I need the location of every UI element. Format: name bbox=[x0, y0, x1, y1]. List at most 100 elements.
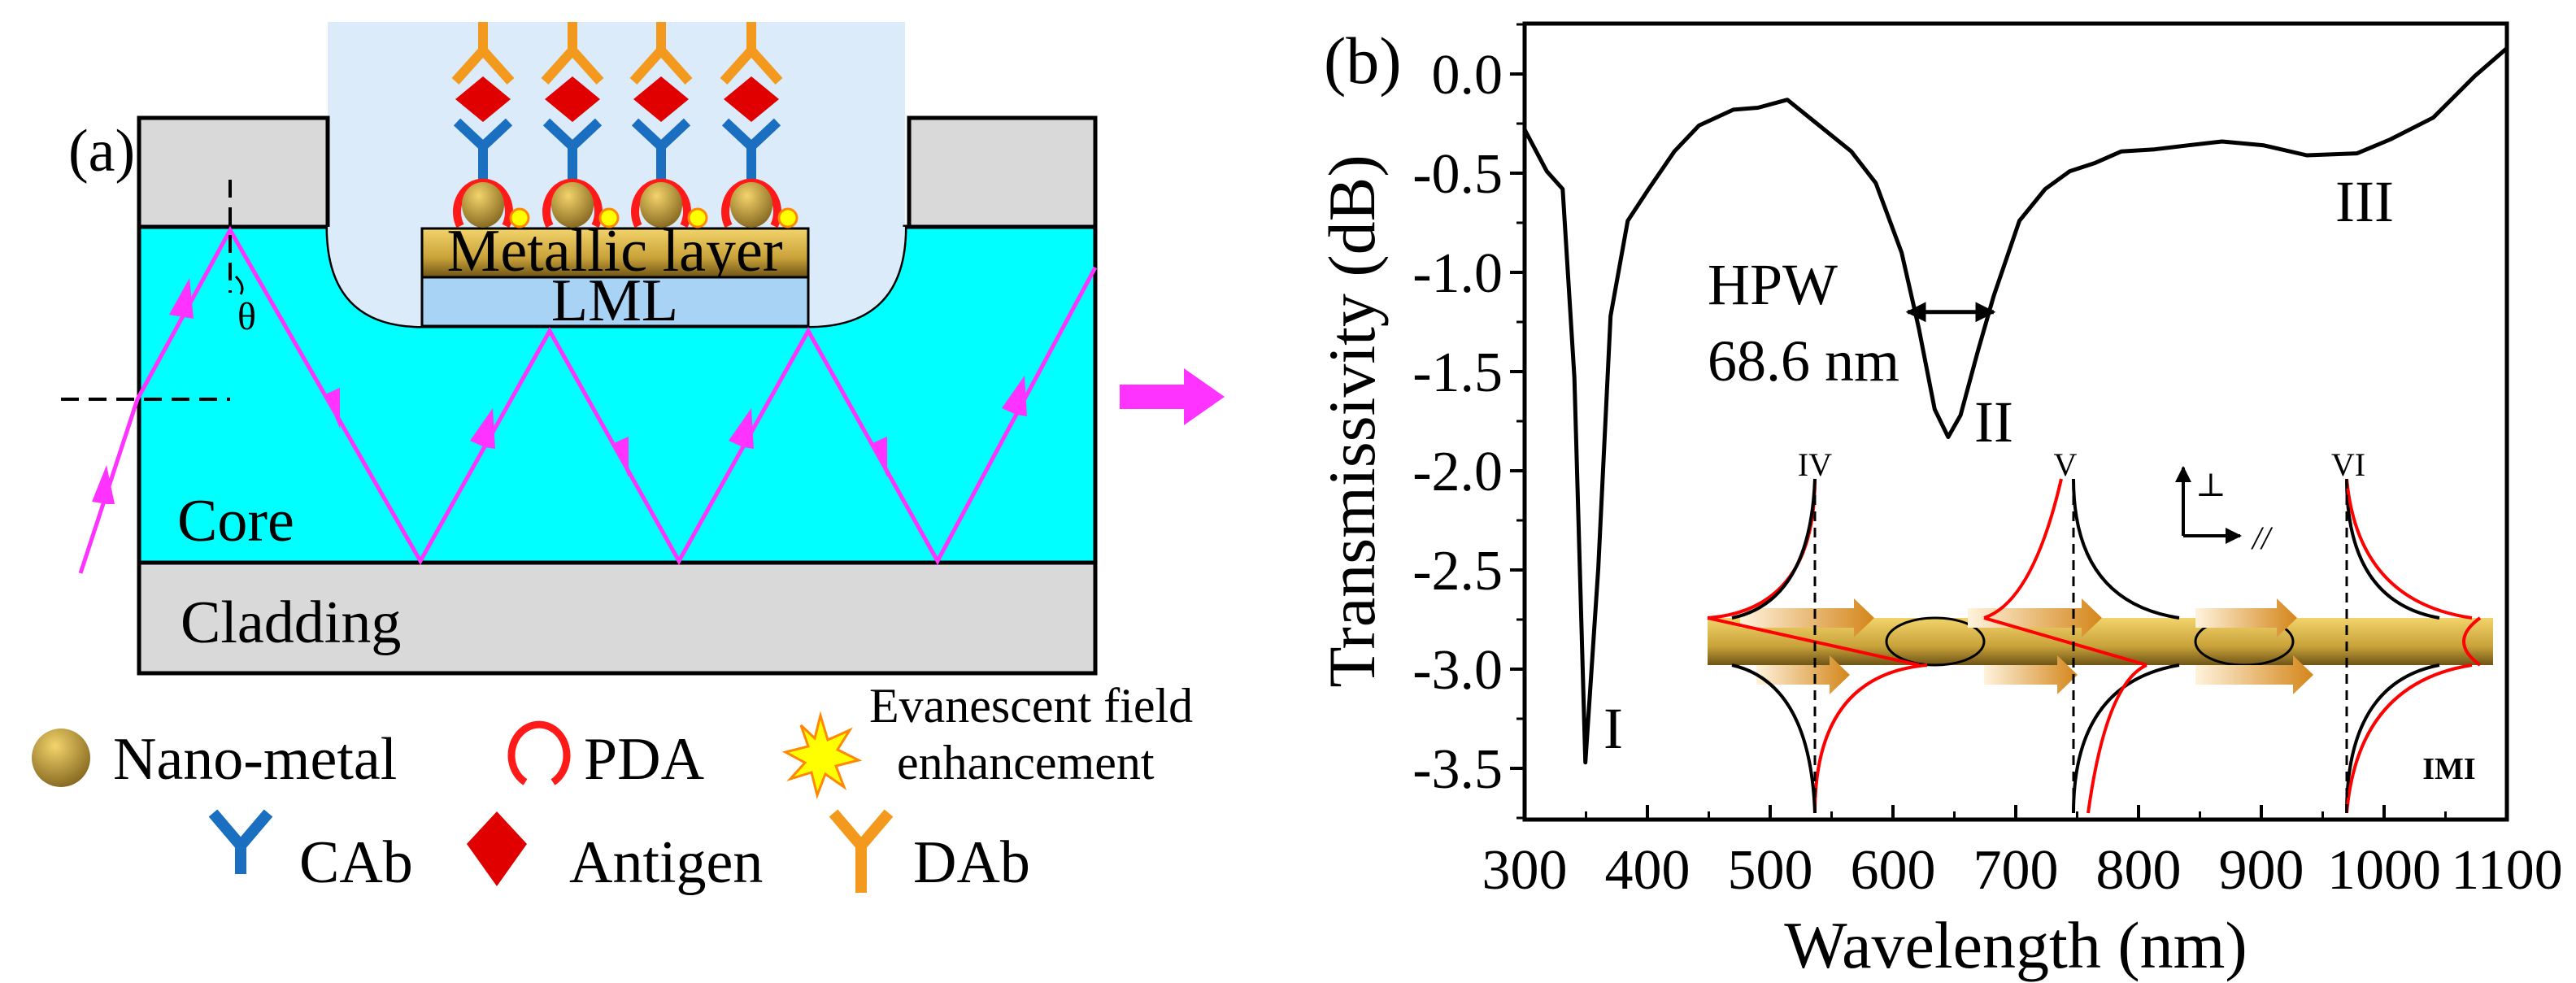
dab-icon bbox=[720, 22, 783, 85]
legend-evanescent-1: Evanescent field bbox=[869, 679, 1193, 733]
imi-inset: IV V VI ⊥ // IMI bbox=[1707, 446, 2493, 814]
arrow-head-icon bbox=[729, 408, 754, 449]
evanescent-star-icon bbox=[598, 207, 620, 228]
angle-arc bbox=[234, 275, 244, 295]
inset-perp-symbol: ⊥ bbox=[2195, 467, 2226, 503]
x-tick-label: 900 bbox=[2219, 839, 2304, 902]
dab-icon bbox=[451, 22, 515, 85]
y-tick-label: -0.5 bbox=[1412, 143, 1503, 206]
evanescent-star-icon bbox=[777, 207, 798, 228]
legend-nano-metal: Nano-metal bbox=[113, 726, 397, 793]
x-tick-label: 1000 bbox=[2327, 839, 2441, 902]
y-tick-label: -1.5 bbox=[1412, 341, 1503, 404]
pda-icon bbox=[507, 720, 571, 785]
cab-icon bbox=[208, 809, 273, 874]
peak-label-ii: II bbox=[1974, 389, 2013, 455]
y-axis-ticks: 0.0 -0.5 -1.0 -1.5 -2.0 -2.5 -3.0 -3.5 bbox=[1412, 23, 1525, 820]
light-ray-path bbox=[78, 225, 1098, 574]
hpw-label: HPW bbox=[1708, 252, 1838, 317]
y-tick-label: -1.0 bbox=[1412, 242, 1503, 305]
antigen-icon bbox=[724, 76, 779, 122]
upper-cladding-right bbox=[907, 115, 1098, 229]
legend: Nano-metal PDA Evanescent field enhancem… bbox=[32, 679, 1193, 896]
inset-node-lines bbox=[1813, 479, 2348, 813]
cladding-region bbox=[137, 560, 1098, 676]
cab-icon bbox=[631, 118, 691, 181]
x-axis-ticks: 300 400 500 600 700 800 900 1000 1100 bbox=[1482, 805, 2563, 902]
inset-label-vi: VI bbox=[2331, 446, 2365, 483]
x-tick-label: 800 bbox=[2096, 839, 2182, 902]
cab-icon bbox=[453, 118, 513, 181]
y-axis-label: Transmissivity (dB) bbox=[1315, 154, 1389, 687]
inset-label-iv: IV bbox=[1798, 446, 1832, 483]
cab-icon bbox=[542, 118, 603, 181]
theta-label: θ bbox=[237, 295, 256, 338]
panel-a: (a) Metallic layer LML θ Core Cladd bbox=[32, 22, 1225, 896]
inset-mode-ellipse bbox=[1885, 616, 1986, 667]
x-tick-label: 400 bbox=[1605, 839, 1690, 902]
nano-metal-icon bbox=[640, 182, 682, 228]
antigen-icon bbox=[633, 76, 689, 122]
y-tick-label: -2.5 bbox=[1412, 540, 1503, 602]
x-tick-label: 600 bbox=[1851, 839, 1936, 902]
analyte-well bbox=[328, 22, 905, 233]
dab-icon bbox=[829, 809, 894, 893]
panel-a-label: (a) bbox=[68, 118, 135, 185]
y-tick-label: -3.0 bbox=[1412, 639, 1503, 702]
legend-cab: CAb bbox=[299, 829, 413, 896]
cladding-label: Cladding bbox=[181, 589, 401, 656]
lml-layer bbox=[420, 276, 810, 328]
biomolecule-stack bbox=[541, 22, 620, 228]
x-axis-label: Wavelength (nm) bbox=[1784, 908, 2247, 982]
upper-cladding-left bbox=[137, 115, 330, 229]
panel-b-label: (b) bbox=[1324, 24, 1402, 98]
arrow-head-icon bbox=[169, 278, 194, 319]
x-tick-label: 700 bbox=[1973, 839, 2059, 902]
nano-metal-icon bbox=[462, 182, 504, 228]
arrow-head-icon bbox=[92, 465, 115, 504]
evanescent-star-icon bbox=[781, 711, 863, 799]
series-line-transmission bbox=[1522, 46, 2509, 765]
evanescent-star-icon bbox=[509, 207, 530, 228]
antigen-icon bbox=[467, 811, 527, 886]
y-tick-label: -3.5 bbox=[1412, 738, 1503, 801]
hpw-value: 68.6 nm bbox=[1708, 328, 1899, 394]
inset-label-v: V bbox=[2054, 446, 2078, 483]
antigen-icon bbox=[545, 76, 600, 122]
arrow-head-icon bbox=[872, 437, 887, 477]
dab-icon bbox=[629, 22, 693, 85]
arrow-head-icon bbox=[1002, 376, 1027, 416]
legend-dab: DAb bbox=[913, 829, 1030, 896]
y-tick-label: -2.0 bbox=[1412, 441, 1503, 503]
metallic-layer-label: Metallic layer bbox=[447, 218, 783, 285]
dab-icon bbox=[541, 22, 604, 85]
x-tick-label: 1100 bbox=[2451, 839, 2562, 902]
biomolecule-stack bbox=[720, 22, 798, 228]
inset-imi-label: IMI bbox=[2422, 752, 2475, 786]
evanescent-star-icon bbox=[687, 207, 708, 228]
peak-label-i: I bbox=[1603, 696, 1623, 761]
arrow-head-icon bbox=[614, 437, 629, 477]
legend-antigen: Antigen bbox=[569, 829, 763, 896]
ray-direction-arrows bbox=[92, 278, 1027, 504]
lml-label: LML bbox=[551, 267, 678, 334]
cab-icon bbox=[721, 118, 781, 181]
panel-b: (b) 0.0 -0.5 -1.0 -1.5 -2.0 -2.5 -3.0 -3.5 300 4… bbox=[1315, 21, 2563, 982]
plot-frame bbox=[1522, 21, 2509, 822]
core-label: Core bbox=[177, 488, 294, 555]
nano-metal-icon bbox=[730, 182, 772, 228]
output-arrow-icon bbox=[1120, 368, 1225, 425]
legend-pda: PDA bbox=[584, 726, 704, 793]
biomolecule-columns bbox=[451, 22, 798, 228]
arrow-head-icon bbox=[325, 388, 340, 428]
antigen-icon bbox=[455, 76, 511, 122]
inset-field-profiles bbox=[1707, 478, 2482, 814]
peak-label-iii: III bbox=[2335, 169, 2394, 234]
nano-metal-icon bbox=[32, 729, 90, 787]
x-tick-label: 300 bbox=[1482, 839, 1568, 902]
inset-parallel-symbol: // bbox=[2251, 520, 2274, 556]
x-tick-label: 500 bbox=[1728, 839, 1813, 902]
nano-metal-icon bbox=[551, 182, 594, 228]
biomolecule-stack bbox=[629, 22, 708, 228]
arrow-head-icon bbox=[470, 408, 495, 449]
